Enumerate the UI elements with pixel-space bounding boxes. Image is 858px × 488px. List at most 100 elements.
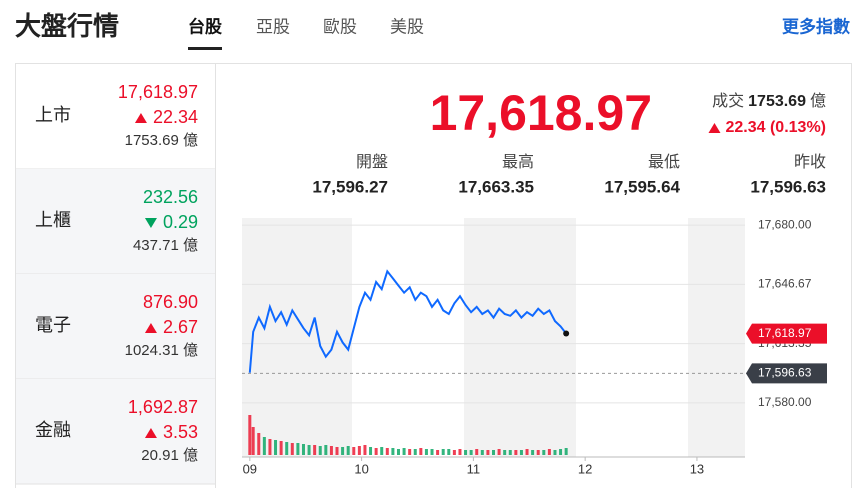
more-link[interactable]: 更多指數: [782, 16, 850, 36]
tab[interactable]: 亞股: [256, 17, 290, 36]
volume-value: 1753.69: [748, 93, 806, 110]
stat-label: 開盤: [356, 153, 388, 171]
market-volume: 437.71 億: [133, 237, 198, 254]
volume-bar: [469, 450, 473, 455]
volume-bar: [402, 448, 406, 455]
volume-bar: [346, 446, 350, 455]
market-volume: 1753.69 億: [125, 132, 198, 149]
volume-bar: [436, 450, 440, 455]
volume-bar: [324, 445, 328, 455]
stat-value: 17,595.64: [604, 177, 680, 196]
market-bg: [16, 379, 215, 484]
change-arrow: [144, 218, 157, 228]
volume-bar: [274, 440, 278, 455]
volume-bar: [335, 447, 339, 455]
price-line: [248, 269, 567, 373]
volume-bar: [307, 445, 311, 455]
summary-volume: 成交 1753.69 億: [712, 92, 826, 110]
market-item[interactable]: 電子 876.90 2.67 1024.31 億: [16, 274, 215, 380]
market-name: 電子: [35, 315, 71, 335]
market-price: 17,618.97: [118, 82, 198, 102]
volume-bar: [408, 449, 412, 455]
volume-bar: [257, 433, 261, 455]
volume-bar: [419, 448, 423, 455]
volume-bar: [248, 415, 252, 455]
tab-underline: [188, 47, 222, 50]
x-tick-label: 10: [354, 461, 368, 476]
x-tick-label: 11: [467, 461, 481, 476]
volume-bar: [251, 427, 255, 455]
index-price: 17,618.97: [430, 85, 652, 141]
volume-bar: [285, 442, 289, 455]
market-item[interactable]: 金融 1,692.87 3.53 20.91 億: [16, 379, 215, 485]
volume-bar: [503, 450, 507, 455]
tab[interactable]: 美股: [390, 17, 424, 36]
market-price: 876.90: [143, 292, 198, 312]
market-bg: [16, 169, 215, 274]
volume-bar: [413, 449, 417, 455]
x-tick-label: 12: [578, 461, 592, 476]
market-price: 1,692.87: [128, 397, 198, 417]
volume-bar: [547, 449, 551, 455]
market-change: 22.34: [153, 107, 198, 127]
volume-bar: [279, 441, 283, 455]
tab[interactable]: 台股: [188, 16, 222, 36]
market-change: 3.53: [163, 422, 198, 442]
page-title: 大盤行情: [15, 11, 119, 41]
volume-bar: [475, 449, 479, 455]
volume-bar: [514, 450, 518, 455]
volume-bar: [380, 447, 384, 455]
volume-bar: [564, 448, 568, 455]
volume-bar: [447, 449, 451, 455]
volume-bar: [508, 450, 512, 455]
volume-bar: [262, 437, 266, 455]
volume-bar: [374, 448, 378, 455]
change-arrow: [134, 113, 147, 123]
stat-label: 最高: [502, 153, 534, 171]
volume-bar: [536, 450, 540, 455]
volume-bar: [430, 449, 434, 455]
market-name: 上櫃: [35, 210, 71, 230]
volume-bar: [396, 449, 400, 455]
market-bg: [16, 274, 215, 379]
volume-bar: [519, 450, 523, 455]
price-badge-label: 17,618.97: [758, 326, 812, 340]
volume-bar: [318, 446, 322, 455]
stat-label: 昨收: [794, 153, 826, 171]
volume-bar: [290, 443, 294, 455]
y-tick-label: 17,680.00: [758, 217, 812, 231]
market-change: 0.29: [163, 212, 198, 232]
tab[interactable]: 歐股: [323, 17, 357, 36]
market-name: 上市: [35, 105, 71, 125]
volume-bar: [329, 446, 333, 455]
y-tick-label: 17,580.00: [758, 395, 812, 409]
price-badge-label: 17,596.63: [758, 365, 812, 379]
volume-bar: [525, 449, 529, 455]
volume-bar: [424, 449, 428, 455]
market-price: 232.56: [143, 187, 198, 207]
volume-bar: [357, 446, 361, 455]
volume-bar: [441, 449, 445, 455]
volume-bar: [480, 450, 484, 455]
stat-value: 17,596.63: [750, 177, 826, 196]
volume-bar: [391, 448, 395, 455]
volume-bar: [531, 450, 535, 455]
market-change: 2.67: [163, 317, 198, 337]
x-tick-label: 13: [690, 461, 704, 476]
volume-bar: [559, 449, 563, 455]
y-tick-label: 17,646.67: [758, 277, 812, 291]
volume-bar: [363, 445, 367, 455]
change-arrow: [144, 428, 157, 438]
volume-bar: [492, 450, 495, 455]
volume-bar: [458, 449, 462, 455]
price-badge: [746, 323, 827, 344]
volume-unit: 億: [810, 92, 826, 110]
summary-change: 22.34 (0.13%): [725, 119, 826, 136]
stat-value: 17,596.27: [312, 177, 388, 196]
volume-label: 成交: [712, 92, 744, 110]
market-name: 金融: [35, 420, 71, 440]
price-badge: [746, 363, 827, 384]
stat-value: 17,663.35: [458, 177, 534, 196]
market-item[interactable]: 上櫃 232.56 0.29 437.71 億: [16, 169, 215, 275]
